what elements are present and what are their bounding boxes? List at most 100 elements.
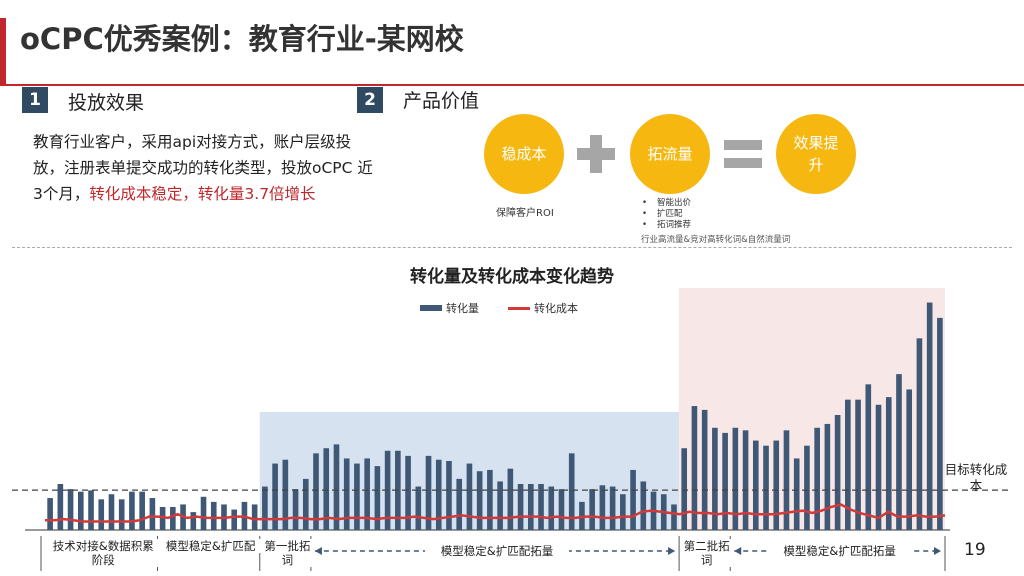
equals-icon	[724, 140, 762, 168]
bar	[834, 415, 841, 530]
bar	[906, 389, 913, 530]
bar	[814, 427, 820, 530]
legend-conversions-label: 转化量	[446, 302, 479, 315]
bar	[507, 468, 514, 530]
highlight-volume-growth: 转化量3.7倍增长	[197, 185, 316, 203]
feature-item-match: 扩匹配	[642, 209, 691, 220]
phase-label: 模型稳定&扩匹配	[159, 539, 262, 553]
bar	[405, 455, 411, 530]
bar	[476, 471, 483, 530]
bar	[159, 507, 166, 530]
phase-label: 模型稳定&扩匹配拓量	[767, 544, 912, 558]
traffic-caption: 行业高流量&竞对高转化词&自然流量词	[641, 235, 791, 245]
bar	[333, 444, 340, 530]
bar	[262, 486, 268, 530]
bar	[885, 397, 892, 530]
bar	[47, 498, 53, 530]
bar	[88, 490, 94, 530]
bar	[722, 432, 728, 530]
chart-title: 转化量及转化成本变化趋势	[410, 267, 614, 287]
target-cost-label: 目标转化成本	[944, 462, 1008, 493]
bar	[200, 496, 207, 530]
bar	[773, 440, 780, 530]
section-2-title: 产品价值	[403, 90, 480, 112]
bar	[129, 491, 135, 530]
bar	[620, 494, 626, 530]
page-number: 19	[964, 540, 986, 560]
highlight-separator: ，	[182, 185, 198, 203]
bar	[364, 458, 370, 530]
bar	[783, 430, 790, 530]
bar	[374, 466, 381, 530]
bar	[435, 459, 442, 530]
bar	[57, 484, 64, 530]
bar	[763, 445, 769, 530]
bar	[77, 491, 84, 530]
bar	[292, 489, 299, 530]
bar	[343, 458, 350, 530]
stable-cost-circle: 稳成本	[484, 114, 564, 194]
effect-improve-circle: 效果提升	[776, 114, 856, 194]
roi-caption: 保障客户ROI	[496, 208, 554, 219]
plus-icon	[577, 135, 615, 173]
bar	[170, 507, 176, 530]
bar	[149, 498, 156, 530]
bar	[875, 404, 882, 530]
bar	[568, 453, 575, 530]
bar	[926, 302, 933, 530]
bar	[824, 423, 831, 530]
bar	[497, 481, 503, 530]
bar	[855, 399, 861, 530]
bar	[313, 453, 319, 530]
bar	[272, 463, 278, 530]
highlight-stable-cost: 转化成本稳定	[89, 185, 183, 203]
phase-label: 第二批拓词	[681, 539, 733, 567]
bar	[742, 430, 749, 530]
bar	[752, 440, 759, 530]
bar	[896, 374, 902, 530]
bar	[538, 484, 544, 530]
bar	[527, 484, 534, 530]
bar	[456, 478, 463, 530]
section-2-number: 2	[357, 87, 383, 113]
legend-line-swatch	[508, 306, 530, 310]
bar	[67, 489, 74, 530]
shaded-region	[679, 288, 945, 530]
bar	[793, 458, 800, 530]
bar	[139, 491, 145, 530]
bar	[98, 499, 105, 530]
bar	[865, 384, 872, 530]
phase-arrow-head	[314, 547, 322, 555]
bar	[701, 409, 708, 530]
cost-line	[45, 503, 946, 523]
legend-conversions: 转化量	[420, 300, 479, 316]
feature-item-keyword: 拓词推荐	[642, 220, 691, 231]
bar	[118, 499, 125, 530]
bar	[446, 461, 452, 530]
legend-cost-label: 转化成本	[534, 302, 578, 315]
description-text: 教育行业客户，采用api对接方式，账户层级投放，注册表单提交成功的转化类型，投放…	[33, 133, 373, 203]
bar	[231, 509, 238, 530]
bar	[691, 406, 698, 530]
bar	[804, 445, 810, 530]
title-accent-bar	[0, 18, 6, 84]
title-divider	[0, 84, 1024, 86]
page-title: oCPC优秀案例：教育行业-某网校	[20, 22, 464, 56]
bar	[609, 486, 616, 530]
phase-label: 模型稳定&扩匹配拓量	[425, 544, 569, 558]
bar	[323, 448, 330, 530]
bar	[517, 484, 524, 530]
section-divider	[12, 247, 1012, 248]
bar	[558, 489, 565, 530]
phase-arrow-head	[934, 547, 941, 555]
bar	[415, 486, 422, 530]
bar	[282, 459, 289, 530]
bar	[425, 455, 432, 530]
bar	[732, 427, 739, 530]
bar	[487, 469, 493, 530]
result-description: 教育行业客户，采用api对接方式，账户层级投放，注册表单提交成功的转化类型，投放…	[33, 129, 373, 207]
section-1-number: 1	[22, 87, 48, 113]
bar	[210, 501, 217, 530]
phase-arrow-head	[668, 547, 676, 555]
